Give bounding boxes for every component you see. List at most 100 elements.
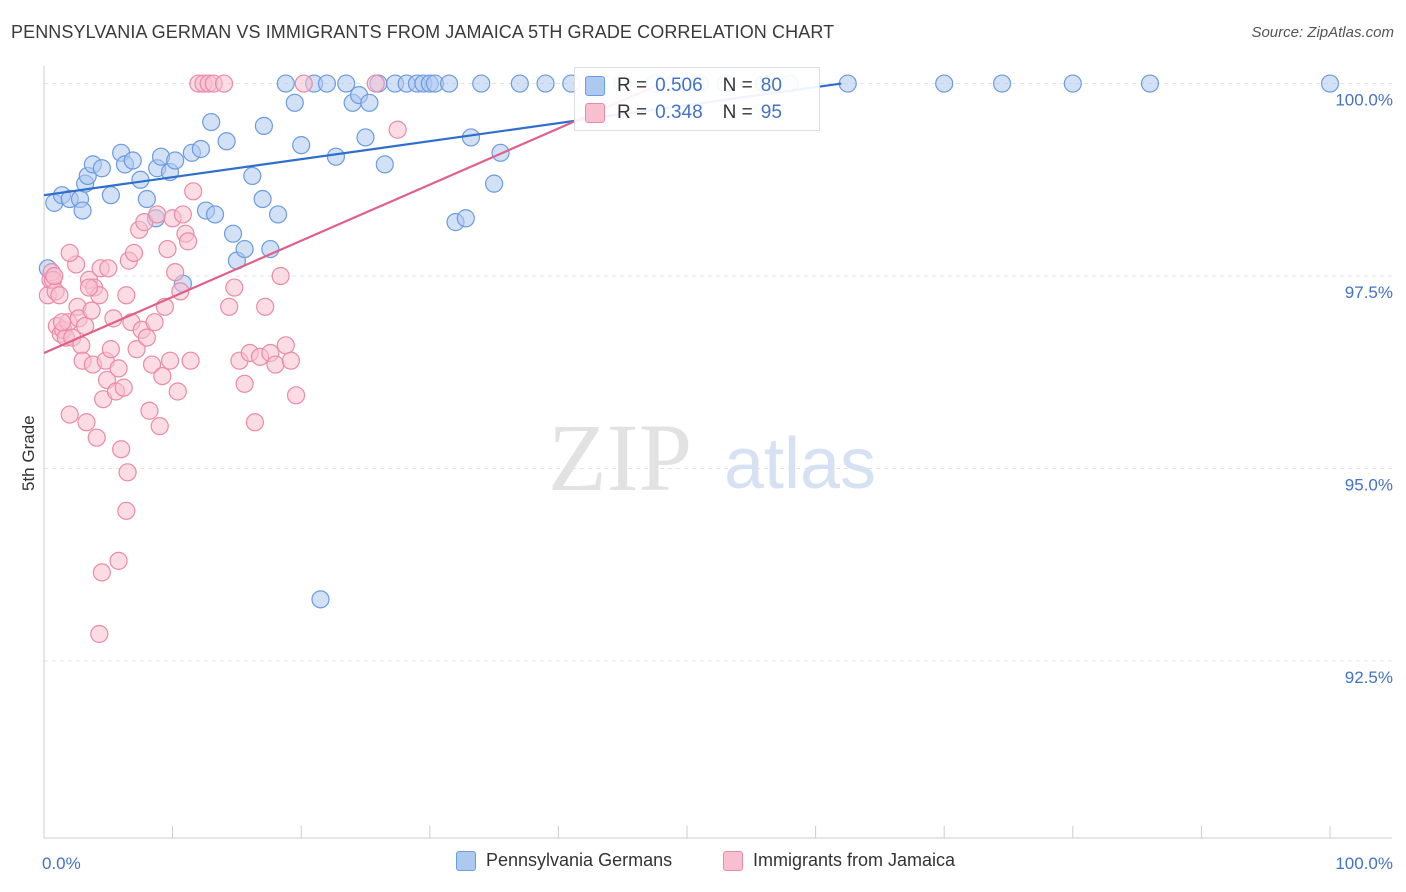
point-immigrants-from-jamaica bbox=[118, 463, 137, 482]
legend-label: Immigrants from Jamaica bbox=[753, 850, 956, 870]
point-immigrants-from-jamaica bbox=[168, 382, 187, 401]
point-immigrants-from-jamaica bbox=[109, 359, 128, 378]
point-immigrants-from-jamaica bbox=[60, 405, 79, 424]
bottom-legend: Pennsylvania Germans Immigrants from Jam… bbox=[0, 850, 1406, 880]
point-pennsylvania-germans bbox=[935, 74, 954, 93]
point-immigrants-from-jamaica bbox=[112, 440, 131, 459]
point-immigrants-from-jamaica bbox=[145, 313, 164, 332]
point-immigrants-from-jamaica bbox=[127, 340, 146, 359]
r-label: R = bbox=[617, 102, 648, 123]
point-immigrants-from-jamaica bbox=[245, 413, 265, 432]
point-pennsylvania-germans bbox=[123, 151, 142, 170]
point-immigrants-from-jamaica bbox=[50, 286, 69, 305]
stats-legend: R = 0.506 N = 80 R = 0.348 N = 95 bbox=[574, 67, 820, 131]
y-tick-label: 95.0% bbox=[1345, 475, 1393, 494]
n-value: 95 bbox=[760, 102, 782, 123]
point-pennsylvania-germans bbox=[166, 151, 185, 170]
point-immigrants-from-jamaica bbox=[153, 366, 172, 386]
chart-title: PENNSYLVANIA GERMAN VS IMMIGRANTS FROM J… bbox=[11, 22, 835, 42]
point-immigrants-from-jamaica bbox=[92, 563, 111, 582]
point-pennsylvania-germans bbox=[992, 74, 1012, 93]
n-value: 80 bbox=[760, 75, 782, 96]
legend-item-pennsylvania-germans[interactable]: Pennsylvania Germans bbox=[456, 850, 672, 871]
point-immigrants-from-jamaica bbox=[137, 328, 156, 347]
point-pennsylvania-germans bbox=[235, 239, 254, 259]
point-pennsylvania-germans bbox=[472, 74, 491, 93]
point-pennsylvania-germans bbox=[838, 74, 857, 93]
point-immigrants-from-jamaica bbox=[148, 205, 167, 224]
point-immigrants-from-jamaica bbox=[281, 351, 301, 370]
point-pennsylvania-germans bbox=[191, 139, 210, 159]
point-pennsylvania-germans bbox=[456, 209, 475, 228]
point-immigrants-from-jamaica bbox=[271, 266, 290, 286]
point-immigrants-from-jamaica bbox=[225, 278, 244, 297]
point-pennsylvania-germans bbox=[73, 201, 92, 220]
point-immigrants-from-jamaica bbox=[82, 301, 101, 320]
point-pennsylvania-germans bbox=[485, 174, 504, 193]
point-immigrants-from-jamaica bbox=[256, 297, 275, 316]
r-value: 0.348 bbox=[655, 102, 703, 123]
stats-row-pink: R = 0.348 N = 95 bbox=[585, 101, 782, 125]
point-pennsylvania-germans bbox=[253, 189, 272, 209]
point-immigrants-from-jamaica bbox=[294, 74, 313, 93]
y-tick-label: 92.5% bbox=[1345, 668, 1393, 687]
gridlines bbox=[44, 83, 1392, 662]
point-pennsylvania-germans bbox=[461, 128, 481, 147]
point-immigrants-from-jamaica bbox=[117, 286, 136, 305]
point-immigrants-from-jamaica bbox=[286, 386, 306, 405]
point-immigrants-from-jamaica bbox=[160, 351, 180, 370]
point-pennsylvania-germans bbox=[254, 116, 274, 135]
point-pennsylvania-germans bbox=[510, 74, 529, 93]
x-tick-label: 0.0% bbox=[42, 854, 81, 873]
point-pennsylvania-germans bbox=[1320, 74, 1340, 93]
point-pennsylvania-germans bbox=[317, 74, 337, 93]
point-immigrants-from-jamaica bbox=[124, 243, 144, 263]
r-label: R = bbox=[617, 75, 648, 96]
point-immigrants-from-jamaica bbox=[109, 551, 128, 570]
point-immigrants-from-jamaica bbox=[214, 74, 234, 93]
x-tick-label: 100.0% bbox=[1335, 854, 1393, 873]
point-pennsylvania-germans bbox=[101, 186, 120, 205]
n-label: N = bbox=[722, 102, 753, 123]
point-pennsylvania-germans bbox=[205, 205, 225, 224]
point-immigrants-from-jamaica bbox=[142, 355, 162, 374]
point-immigrants-from-jamaica bbox=[114, 378, 133, 397]
point-immigrants-from-jamaica bbox=[117, 501, 136, 520]
point-pennsylvania-germans bbox=[223, 224, 243, 243]
point-immigrants-from-jamaica bbox=[45, 266, 64, 286]
point-immigrants-from-jamaica bbox=[140, 401, 159, 420]
point-immigrants-from-jamaica bbox=[90, 624, 109, 644]
point-immigrants-from-jamaica bbox=[173, 205, 192, 224]
point-immigrants-from-jamaica bbox=[77, 413, 96, 432]
point-immigrants-from-jamaica bbox=[235, 374, 254, 393]
watermark-zip: ZIP bbox=[548, 404, 692, 511]
pink-swatch-icon bbox=[723, 850, 743, 871]
point-immigrants-from-jamaica bbox=[388, 120, 407, 139]
point-pennsylvania-germans bbox=[276, 74, 295, 93]
point-pennsylvania-germans bbox=[356, 128, 375, 147]
point-immigrants-from-jamaica bbox=[87, 428, 106, 447]
point-immigrants-from-jamaica bbox=[220, 297, 239, 316]
blue-swatch-icon bbox=[456, 850, 476, 871]
point-pennsylvania-germans bbox=[536, 74, 555, 93]
point-immigrants-from-jamaica bbox=[99, 259, 118, 278]
pink-swatch-icon bbox=[585, 103, 605, 123]
point-immigrants-from-jamaica bbox=[276, 336, 295, 355]
tick-labels: 92.5% 95.0% 97.5% 100.0% 0.0% 100.0% bbox=[42, 91, 1393, 873]
source-label: Source: ZipAtlas.com bbox=[1251, 24, 1394, 41]
point-immigrants-from-jamaica bbox=[79, 278, 99, 297]
point-pennsylvania-germans bbox=[217, 132, 236, 151]
point-immigrants-from-jamaica bbox=[181, 351, 200, 370]
n-label: N = bbox=[722, 75, 753, 96]
point-pennsylvania-germans bbox=[360, 93, 379, 112]
point-pennsylvania-germans bbox=[375, 155, 394, 174]
y-tick-label: 97.5% bbox=[1345, 283, 1393, 302]
point-immigrants-from-jamaica bbox=[166, 263, 185, 282]
legend-item-immigrants-from-jamaica[interactable]: Immigrants from Jamaica bbox=[723, 850, 955, 871]
point-immigrants-from-jamaica bbox=[178, 232, 198, 251]
point-immigrants-from-jamaica bbox=[266, 355, 285, 374]
point-pennsylvania-germans bbox=[268, 205, 288, 224]
r-value: 0.506 bbox=[655, 75, 703, 96]
point-pennsylvania-germans bbox=[337, 74, 356, 93]
